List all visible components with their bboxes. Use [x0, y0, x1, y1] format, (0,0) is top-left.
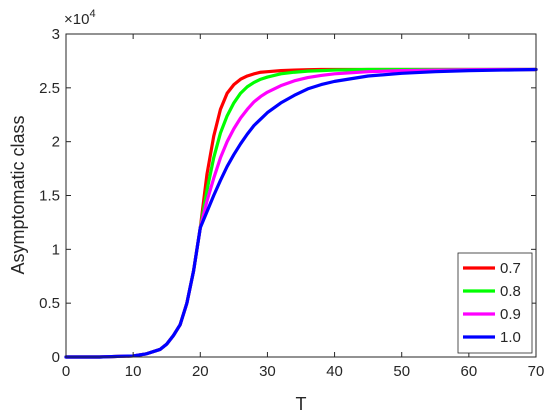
y-axis-multiplier: ×104	[64, 8, 96, 28]
series-lines	[64, 67, 538, 359]
legend-label-0: 0.7	[500, 260, 521, 277]
legend-label-1: 0.8	[500, 283, 521, 300]
y-axis-ticks: 0 0.5 1 1.5 2 2.5 3	[39, 26, 536, 366]
x-tick-label: 50	[393, 363, 410, 380]
y-tick-label: 0.5	[39, 295, 60, 312]
x-tick-label: 60	[461, 363, 478, 380]
legend-label-3: 1.0	[500, 329, 521, 346]
y-tick-label: 1.5	[39, 188, 60, 205]
y-tick-label: 0	[52, 349, 60, 366]
x-tick-label: 0	[62, 363, 70, 380]
x-tick-label: 10	[125, 363, 142, 380]
x-tick-label: 20	[192, 363, 209, 380]
x-tick-label: 40	[326, 363, 343, 380]
y-tick-label: 3	[52, 26, 60, 43]
y-tick-label: 2.5	[39, 80, 60, 97]
y-tick-label: 1	[52, 241, 60, 258]
x-tick-label: 30	[259, 363, 276, 380]
legend-label-2: 0.9	[500, 306, 521, 323]
x-tick-label: 70	[528, 363, 545, 380]
x-axis-label: T	[296, 394, 307, 414]
series-line-3	[64, 67, 538, 359]
y-axis-multiplier-exponent: 4	[89, 8, 95, 20]
x-axis-ticks: 0 10 20 30 40 50 60 70	[62, 34, 545, 380]
y-axis-label: Asymptomatic class	[8, 115, 28, 274]
y-tick-label: 2	[52, 134, 60, 151]
y-axis-multiplier-base: ×10	[64, 11, 89, 28]
legend: 0.7 0.8 0.9 1.0	[457, 252, 533, 354]
